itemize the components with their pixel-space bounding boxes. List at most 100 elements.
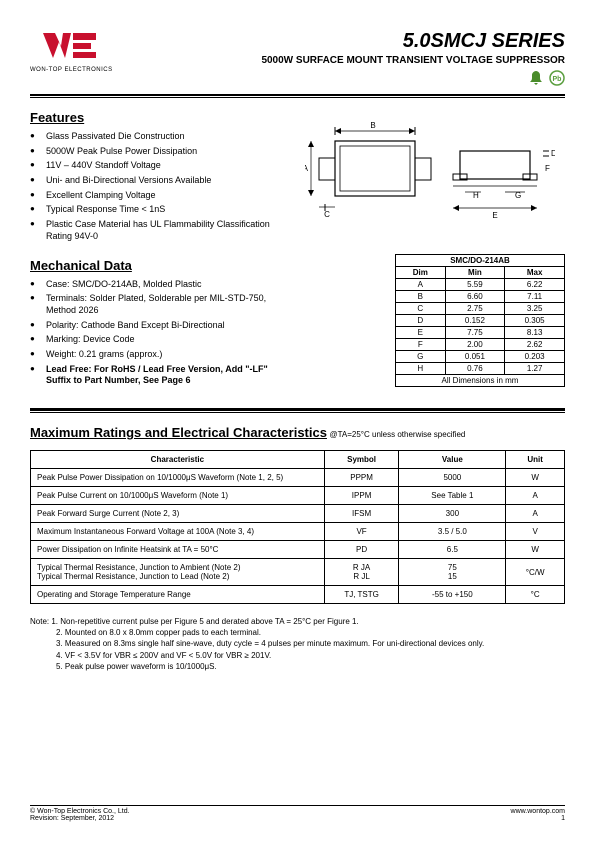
dim-cell: H [396, 362, 446, 374]
svg-text:G: G [515, 191, 521, 200]
footer-page: 1 [511, 815, 565, 822]
dim-th: Max [505, 266, 565, 278]
footer-url: www.wontop.com [511, 808, 565, 815]
footer-revision: Revision: September, 2012 [30, 815, 130, 822]
features-list: Glass Passivated Die Construction 5000W … [30, 131, 285, 243]
dim-cell: 6.60 [445, 290, 505, 302]
ratings-cell: A [506, 505, 565, 523]
feature-item: Excellent Clamping Voltage [30, 190, 285, 202]
mech-item: Polarity: Cathode Band Except Bi-Directi… [30, 320, 285, 332]
ratings-cell: Typical Thermal Resistance, Junction to … [31, 559, 325, 586]
ratings-cell: R JA R JL [324, 559, 399, 586]
compliance-badges: Pb [261, 70, 565, 88]
mechanical-title: Mechanical Data [30, 258, 285, 273]
logo-area: WON-TOP ELECTRONICS [30, 30, 113, 73]
svg-text:E: E [492, 211, 497, 220]
mech-item: Terminals: Solder Plated, Solderable per… [30, 293, 285, 316]
ratings-condition: @TA=25°C unless otherwise specified [329, 430, 465, 439]
dim-cell: 0.152 [445, 314, 505, 326]
feature-item: Glass Passivated Die Construction [30, 131, 285, 143]
dim-cell: 7.75 [445, 326, 505, 338]
ratings-cell: See Table 1 [399, 487, 506, 505]
mech-item: Case: SMC/DO-214AB, Molded Plastic [30, 279, 285, 291]
ratings-cell: W [506, 541, 565, 559]
svg-text:F: F [545, 164, 550, 173]
feature-item: 5000W Peak Pulse Power Dissipation [30, 146, 285, 158]
ratings-cell: -55 to +150 [399, 586, 506, 604]
dim-cell: 0.76 [445, 362, 505, 374]
mech-item: Weight: 0.21 grams (approx.) [30, 349, 285, 361]
ratings-cell: Peak Pulse Power Dissipation on 10/1000μ… [31, 469, 325, 487]
footer: © Won-Top Electronics Co., Ltd. Revision… [30, 805, 565, 822]
ratings-cell: A [506, 487, 565, 505]
svg-text:C: C [324, 210, 330, 219]
mech-item: Marking: Device Code [30, 334, 285, 346]
section-separator [30, 408, 565, 413]
ratings-cell: IFSM [324, 505, 399, 523]
pb-badge-icon: Pb [549, 70, 565, 86]
dim-cell: 0.203 [505, 350, 565, 362]
svg-text:B: B [370, 121, 375, 130]
ratings-cell: Peak Forward Surge Current (Note 2, 3) [31, 505, 325, 523]
ratings-th: Characteristic [31, 451, 325, 469]
series-title: 5.0SMCJ SERIES [261, 30, 565, 53]
svg-text:Pb: Pb [553, 76, 562, 83]
dim-cell: F [396, 338, 446, 350]
rohs-badge-icon [528, 70, 544, 86]
dim-cell: 2.00 [445, 338, 505, 350]
ratings-cell: W [506, 469, 565, 487]
ratings-cell: 3.5 / 5.0 [399, 523, 506, 541]
ratings-cell: °C/W [506, 559, 565, 586]
ratings-title: Maximum Ratings and Electrical Character… [30, 425, 327, 440]
notes-label: Note: [30, 617, 49, 626]
feature-item: Plastic Case Material has UL Flammabilit… [30, 219, 285, 242]
dim-cell: 7.11 [505, 290, 565, 302]
footer-copyright: © Won-Top Electronics Co., Ltd. [30, 808, 130, 815]
ratings-cell: °C [506, 586, 565, 604]
feature-item: 11V – 440V Standoff Voltage [30, 160, 285, 172]
ratings-cell: Peak Pulse Current on 10/1000μS Waveform… [31, 487, 325, 505]
dim-cell: B [396, 290, 446, 302]
svg-text:D: D [551, 149, 555, 158]
dimension-table: SMC/DO-214AB Dim Min Max A5.596.22 B6.60… [395, 254, 565, 387]
mech-item-bold: Lead Free: For RoHS / Lead Free Version,… [30, 364, 285, 387]
dim-cell: 2.75 [445, 302, 505, 314]
ratings-header: Maximum Ratings and Electrical Character… [30, 425, 565, 440]
header: WON-TOP ELECTRONICS 5.0SMCJ SERIES 5000W… [30, 30, 565, 88]
company-name: WON-TOP ELECTRONICS [30, 67, 113, 73]
dim-cell: E [396, 326, 446, 338]
note-item: 4. VF < 3.5V for VBR ≤ 200V and VF < 5.0… [30, 650, 565, 661]
dim-cell: D [396, 314, 446, 326]
ratings-th: Unit [506, 451, 565, 469]
dim-cell: 0.051 [445, 350, 505, 362]
dim-cell: G [396, 350, 446, 362]
features-title: Features [30, 110, 285, 125]
dim-th: Dim [396, 266, 446, 278]
dim-cell: 1.27 [505, 362, 565, 374]
header-rule-thick [30, 94, 565, 96]
ratings-table: Characteristic Symbol Value Unit Peak Pu… [30, 450, 565, 604]
ratings-cell: 75 15 [399, 559, 506, 586]
feature-item: Uni- and Bi-Directional Versions Availab… [30, 175, 285, 187]
ratings-cell: 300 [399, 505, 506, 523]
notes: Note: 1. Non-repetitive current pulse pe… [30, 616, 565, 672]
mechanical-row: Mechanical Data Case: SMC/DO-214AB, Mold… [30, 246, 565, 391]
company-logo-icon [41, 30, 101, 65]
svg-text:A: A [305, 164, 309, 173]
note-item: 1. Non-repetitive current pulse per Figu… [51, 617, 358, 626]
note-item: 3. Measured on 8.3ms single half sine-wa… [30, 638, 565, 649]
subtitle: 5000W SURFACE MOUNT TRANSIENT VOLTAGE SU… [261, 55, 565, 66]
ratings-cell: V [506, 523, 565, 541]
ratings-cell: TJ, TSTG [324, 586, 399, 604]
mechanical-list: Case: SMC/DO-214AB, Molded Plastic Termi… [30, 279, 285, 388]
dim-cell: 3.25 [505, 302, 565, 314]
ratings-cell: Power Dissipation on Infinite Heatsink a… [31, 541, 325, 559]
title-area: 5.0SMCJ SERIES 5000W SURFACE MOUNT TRANS… [261, 30, 565, 88]
dim-cell: 6.22 [505, 278, 565, 290]
dim-table-title: SMC/DO-214AB [396, 254, 565, 266]
dim-cell: A [396, 278, 446, 290]
note-item: 2. Mounted on 8.0 x 8.0mm copper pads to… [30, 627, 565, 638]
svg-text:H: H [473, 191, 479, 200]
ratings-cell: Operating and Storage Temperature Range [31, 586, 325, 604]
ratings-cell: PPPM [324, 469, 399, 487]
